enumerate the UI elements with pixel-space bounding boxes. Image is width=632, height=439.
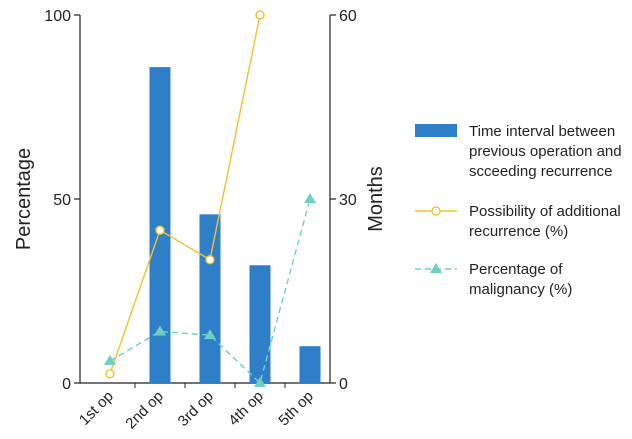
bar <box>199 214 221 383</box>
bar <box>299 346 321 383</box>
legend-swatch-bar <box>415 124 457 137</box>
triangle-marker <box>204 329 216 340</box>
series-line <box>109 198 311 385</box>
right-axis-title: Months <box>365 166 387 232</box>
legend-triangle-marker <box>430 263 442 273</box>
legend-label: malignancy (%) <box>469 281 572 298</box>
category-label: 5th op <box>275 388 317 430</box>
legend-circle-marker <box>431 206 441 216</box>
bars <box>149 67 321 383</box>
bar <box>249 265 271 383</box>
bar <box>149 67 171 383</box>
triangle-marker <box>254 377 266 387</box>
triangle-marker <box>104 354 116 365</box>
right-tick-label: 30 <box>339 192 357 209</box>
circle-marker <box>155 225 165 235</box>
circle-marker <box>255 10 265 20</box>
left-tick-label: 0 <box>62 376 71 393</box>
category-label: 4th op <box>225 388 267 430</box>
legend-label: Percentage of <box>469 261 563 278</box>
legend: Time interval between previous operation … <box>415 123 622 298</box>
legend-label: Possibility of additional <box>469 203 621 220</box>
right-tick-label: 0 <box>339 376 348 393</box>
legend-label: recurrence (%) <box>469 223 568 240</box>
left-tick-label: 50 <box>53 192 71 209</box>
lines <box>104 10 316 387</box>
legend-label: scceeding recurrence <box>469 163 612 180</box>
triangle-marker <box>304 193 316 203</box>
circle-marker <box>205 255 215 265</box>
category-label: 1st op <box>76 388 117 429</box>
category-label: 2nd op <box>122 388 166 432</box>
right-tick-label: 60 <box>339 8 357 25</box>
series-line <box>109 14 261 375</box>
left-axis-title: Percentage <box>13 148 35 250</box>
triangle-marker <box>154 325 166 336</box>
legend-label: previous operation and <box>469 143 622 160</box>
left-tick-label: 100 <box>44 8 71 25</box>
legend-label: Time interval between <box>469 123 615 140</box>
category-label: 3rd op <box>175 388 217 430</box>
circle-marker <box>105 369 115 379</box>
